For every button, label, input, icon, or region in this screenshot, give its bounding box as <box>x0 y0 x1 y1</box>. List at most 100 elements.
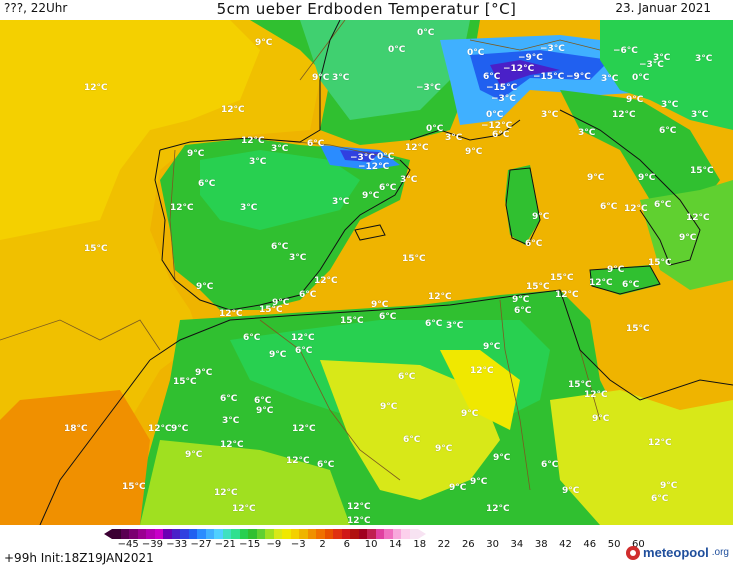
temperature-label: 6°C <box>198 179 216 189</box>
temperature-label: −15°C <box>533 72 565 82</box>
temperature-label: 15°C <box>84 244 108 254</box>
color-swatch <box>324 529 333 539</box>
colorbar-tick-label: −9 <box>266 539 282 550</box>
temperature-label: 3°C <box>601 74 619 84</box>
colorbar-tick-label: 38 <box>534 539 548 550</box>
temperature-label: 6°C <box>425 319 443 329</box>
color-swatch <box>205 529 214 539</box>
temperature-label: 9°C <box>532 212 550 222</box>
temperature-label: 6°C <box>403 435 421 445</box>
color-swatch <box>112 529 121 539</box>
color-swatch <box>384 529 393 539</box>
color-swatch <box>146 529 155 539</box>
temperature-label: 12°C <box>214 488 238 498</box>
temperature-label: 3°C <box>445 133 463 143</box>
colorbar-tick-label: 22 <box>437 539 451 550</box>
color-swatch <box>282 529 291 539</box>
temperature-label: 9°C <box>562 486 580 496</box>
color-swatch <box>129 529 138 539</box>
temperature-label: 12°C <box>584 390 608 400</box>
temperature-label: 9°C <box>195 368 213 378</box>
temperature-label: 0°C <box>377 152 395 162</box>
temperature-label: 3°C <box>695 54 713 64</box>
colorbar-tick-label: 46 <box>583 539 597 550</box>
temperature-map[interactable]: 9°C 0°C 0°C 0°C −9°C −3°C −6°C 3°C −12°C −15°C −9°… <box>0 20 733 525</box>
color-swatch <box>375 529 384 539</box>
temperature-label: 12°C <box>648 438 672 448</box>
temperature-label: 9°C <box>493 453 511 463</box>
forecast-date: 23. Januar 2021 <box>615 1 711 15</box>
color-swatch <box>248 529 257 539</box>
temperature-label: 3°C <box>578 128 596 138</box>
color-scale-bar <box>104 529 426 539</box>
temperature-label: 6°C <box>622 280 640 290</box>
temperature-label: 0°C <box>417 28 435 38</box>
temperature-label: 3°C <box>222 416 240 426</box>
color-swatch <box>214 529 223 539</box>
temperature-label: −15°C <box>486 83 518 93</box>
temperature-label: 0°C <box>426 124 444 134</box>
colorbar-min-arrow <box>104 529 112 539</box>
temperature-label: 12°C <box>470 366 494 376</box>
temperature-label: 3°C <box>332 73 350 83</box>
temperature-label: −12°C <box>481 121 513 131</box>
temperature-label: 15°C <box>526 282 550 292</box>
temperature-label: 6°C <box>525 239 543 249</box>
color-swatch <box>154 529 163 539</box>
map-canvas <box>0 20 733 525</box>
temperature-label: 3°C <box>653 53 671 63</box>
colorbar-tick-label: 30 <box>486 539 499 550</box>
colorbar-tick-label: 10 <box>364 539 378 550</box>
temperature-label: 9°C <box>483 342 501 352</box>
temperature-label: 3°C <box>446 321 464 331</box>
temperature-label: 3°C <box>691 110 709 120</box>
color-swatch <box>180 529 189 539</box>
color-swatch <box>239 529 248 539</box>
color-swatch <box>265 529 274 539</box>
temperature-label: −3°C <box>540 44 565 54</box>
temperature-label: 12°C <box>232 504 256 514</box>
temperature-label: 12°C <box>686 213 710 223</box>
colorbar-tick-label: −21 <box>214 539 236 550</box>
color-swatch <box>171 529 180 539</box>
temperature-label: 3°C <box>240 203 258 213</box>
color-swatch <box>273 529 282 539</box>
temperature-label: 9°C <box>592 414 610 424</box>
colorbar-tick-label: 42 <box>559 539 572 550</box>
temperature-label: 9°C <box>272 298 290 308</box>
temperature-label: 9°C <box>187 149 205 159</box>
temperature-label: 9°C <box>660 481 678 491</box>
temperature-label: 6°C <box>483 72 501 82</box>
temperature-label: 12°C <box>428 292 452 302</box>
colorbar-max-arrow <box>418 529 426 539</box>
temperature-label: 9°C <box>380 402 398 412</box>
color-swatch <box>401 529 410 539</box>
temperature-label: 9°C <box>626 95 644 105</box>
model-run-info: +99h Init:18Z19JAN2021 <box>4 551 154 565</box>
temperature-label: 15°C <box>550 273 574 283</box>
temperature-label: 12°C <box>292 424 316 434</box>
header-bar: ???, 22Uhr 5cm ueber Erdboden Temperatur… <box>0 0 733 20</box>
temperature-label: 6°C <box>271 242 289 252</box>
temperature-label: 9°C <box>371 300 389 310</box>
colorbar-tick-label: 2 <box>319 539 326 550</box>
color-swatch <box>231 529 240 539</box>
temperature-label: 15°C <box>173 377 197 387</box>
color-swatch <box>333 529 342 539</box>
legend-area: −45 −39 −33 −27 −21 −15 −9 −3 2 6 10 14 18 22 26 30 34 38… <box>0 525 733 566</box>
color-swatch <box>222 529 231 539</box>
colorbar-tick-label: 6 <box>343 539 350 550</box>
meteopool-logo[interactable]: meteopool .org <box>626 545 729 560</box>
temperature-label: −12°C <box>503 64 535 74</box>
temperature-label: 12°C <box>314 276 338 286</box>
color-swatch <box>120 529 129 539</box>
temperature-label: 9°C <box>435 444 453 454</box>
temperature-label: 9°C <box>679 233 697 243</box>
color-swatch <box>367 529 376 539</box>
temperature-label: −9°C <box>566 72 591 82</box>
colorbar-tick-label: 18 <box>413 539 427 550</box>
temperature-label: 6°C <box>514 306 532 316</box>
temperature-label: −9°C <box>518 53 543 63</box>
temperature-label: 6°C <box>379 312 397 322</box>
temperature-label: 6°C <box>307 139 325 149</box>
